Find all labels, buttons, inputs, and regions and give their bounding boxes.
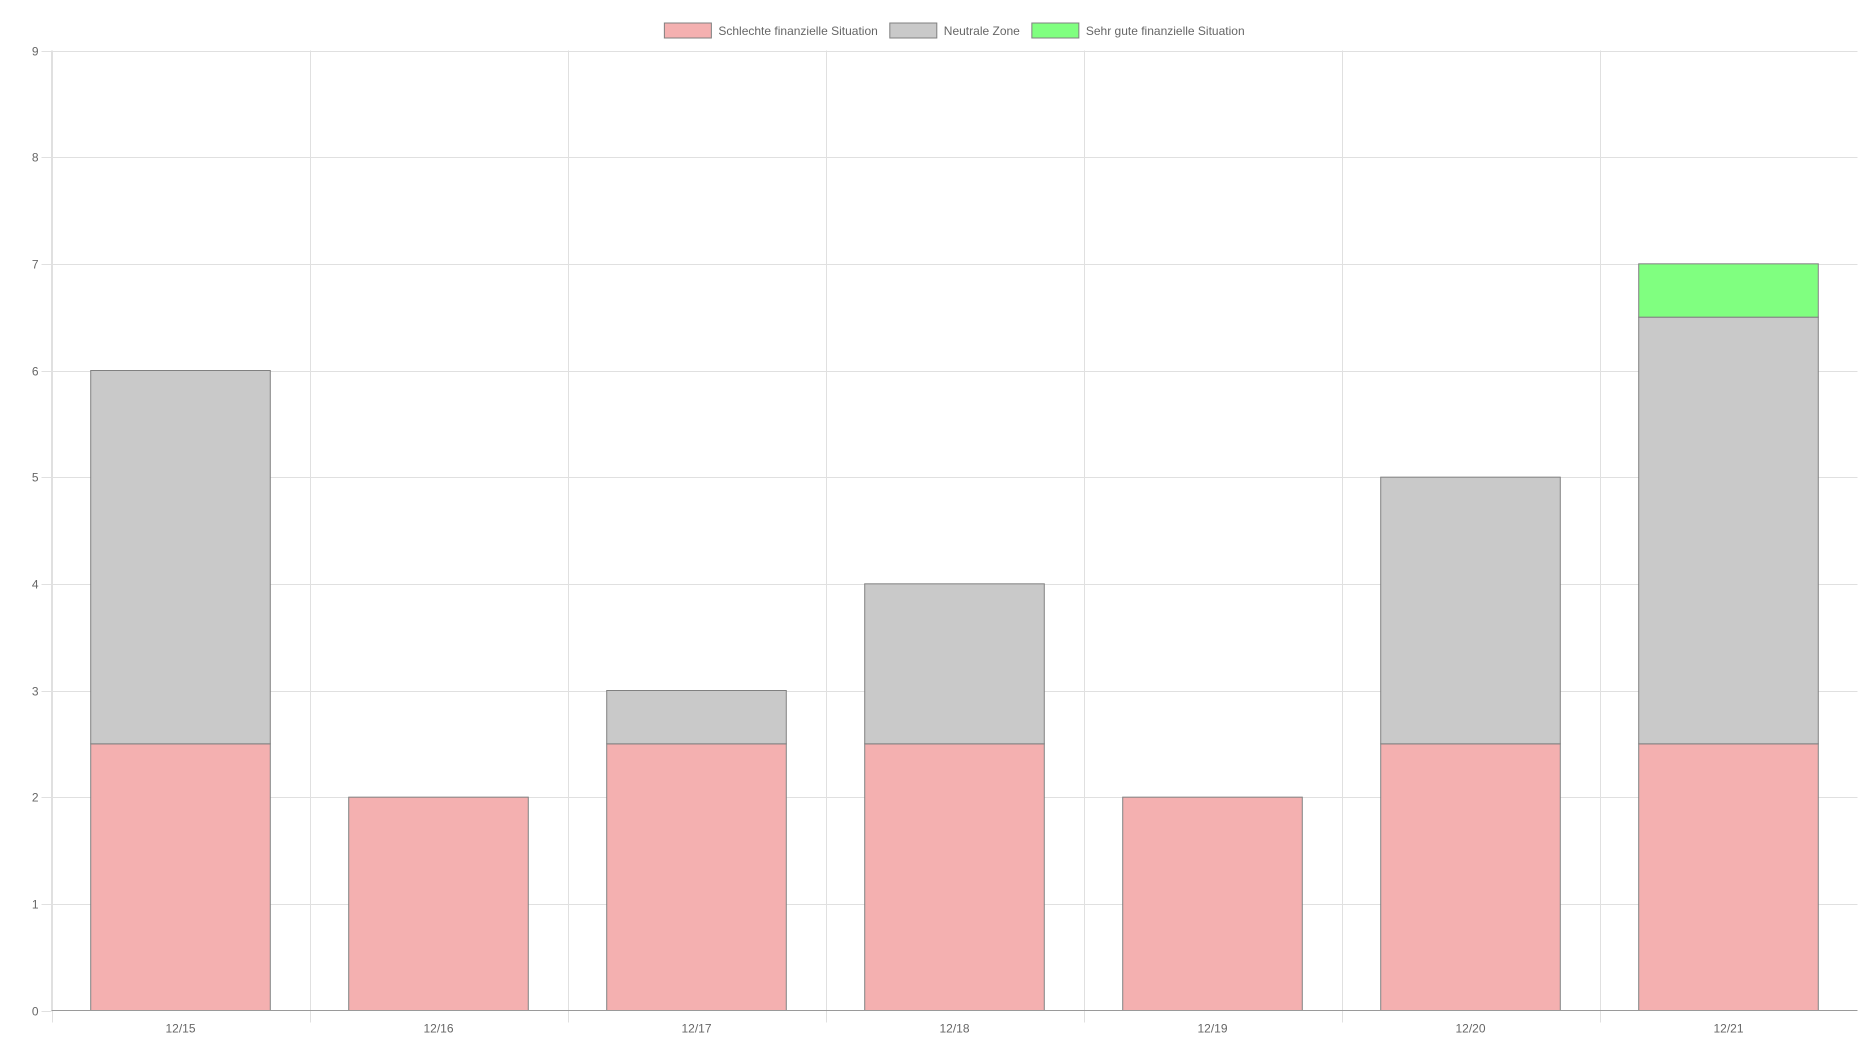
y-tick-label: 8	[32, 151, 39, 165]
bar-schlechte-finanzielle-situation-12-17[interactable]	[607, 744, 787, 1011]
x-tick-label: 12/21	[1713, 1022, 1743, 1036]
y-tick-label: 7	[32, 258, 39, 272]
legend-item-sehr-gute-finanzielle-situation[interactable]: Sehr gute finanzielle Situation	[1032, 23, 1245, 38]
legend-swatch	[890, 23, 937, 38]
bar-schlechte-finanzielle-situation-12-21[interactable]	[1639, 744, 1819, 1011]
y-tick-label: 0	[32, 1005, 39, 1019]
legend-swatch	[664, 23, 711, 38]
legend-label: Schlechte finanzielle Situation	[718, 24, 877, 38]
legend-item-schlechte-finanzielle-situation[interactable]: Schlechte finanzielle Situation	[664, 23, 877, 38]
bar-neutrale-zone-12-15[interactable]	[91, 371, 271, 744]
legend-swatch	[1032, 23, 1079, 38]
y-tick-label: 5	[32, 471, 39, 485]
bar-schlechte-finanzielle-situation-12-18[interactable]	[865, 744, 1045, 1011]
y-tick-label: 2	[32, 791, 39, 805]
y-tick-label: 6	[32, 365, 39, 379]
x-tick-label: 12/18	[939, 1022, 969, 1036]
bar-neutrale-zone-12-20[interactable]	[1381, 477, 1561, 744]
y-tick-label: 9	[32, 45, 39, 59]
x-tick-label: 12/20	[1455, 1022, 1485, 1036]
bar-schlechte-finanzielle-situation-12-20[interactable]	[1381, 744, 1561, 1011]
bar-neutrale-zone-12-21[interactable]	[1639, 317, 1819, 744]
x-tick-label: 12/17	[681, 1022, 711, 1036]
bar-schlechte-finanzielle-situation-12-19[interactable]	[1123, 797, 1303, 1010]
x-tick-label: 12/16	[423, 1022, 453, 1036]
x-tick-label: 12/15	[165, 1022, 195, 1036]
legend-item-neutrale-zone[interactable]: Neutrale Zone	[890, 23, 1020, 38]
bar-schlechte-finanzielle-situation-12-15[interactable]	[91, 744, 271, 1011]
bars-layer	[91, 264, 1819, 1011]
y-tick-label: 1	[32, 898, 39, 912]
bar-sehr-gute-finanzielle-situation-12-21[interactable]	[1639, 264, 1819, 317]
bar-neutrale-zone-12-18[interactable]	[865, 584, 1045, 744]
y-tick-label: 3	[32, 685, 39, 699]
legend-label: Sehr gute finanzielle Situation	[1086, 24, 1245, 38]
legend: Schlechte finanzielle Situation Neutrale …	[664, 23, 1244, 38]
legend-label: Neutrale Zone	[944, 24, 1020, 38]
bar-neutrale-zone-12-17[interactable]	[607, 691, 787, 744]
bar-schlechte-finanzielle-situation-12-16[interactable]	[349, 797, 529, 1010]
x-tick-label: 12/19	[1197, 1022, 1227, 1036]
y-tick-label: 4	[32, 578, 39, 592]
